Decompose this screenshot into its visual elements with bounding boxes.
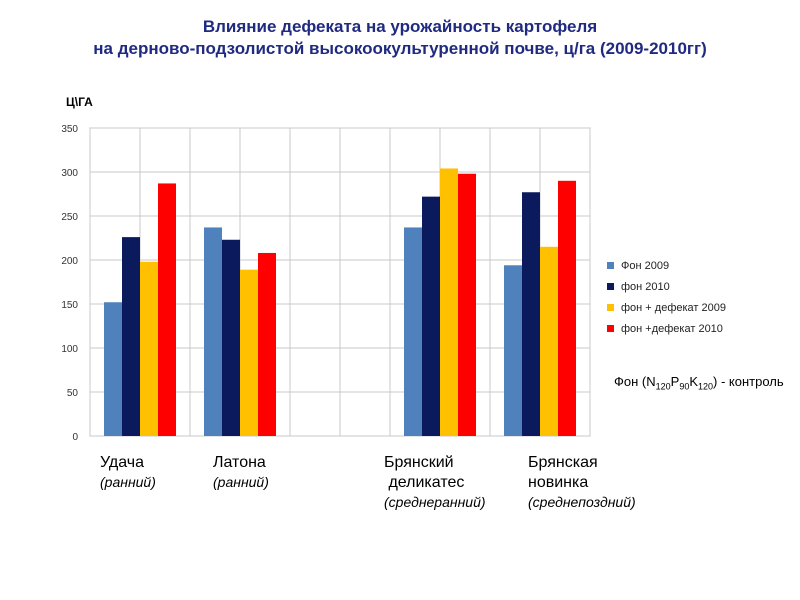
y-tick-label: 250 — [61, 212, 78, 223]
legend-label: Фон 2009 — [621, 260, 669, 272]
legend-swatch — [607, 262, 614, 269]
legend-swatch — [607, 304, 614, 311]
category-name: Латона — [213, 454, 266, 471]
bar-1-series-1 — [104, 302, 122, 436]
category-label-udacha: Удача (ранний) — [100, 453, 156, 491]
bar-1-series-2 — [122, 237, 140, 436]
bar-4-series-1 — [404, 227, 422, 436]
category-subtitle: (среднепоздний) — [528, 494, 636, 510]
note-n-sub: 120 — [655, 381, 671, 392]
y-tick-label: 200 — [61, 256, 78, 267]
control-note: Фон (N120P90K120) - контроль — [614, 374, 784, 392]
legend-label: фон 2010 — [621, 281, 670, 293]
category-name: Удача — [100, 454, 145, 471]
bar-2-series-2 — [222, 239, 240, 436]
chart-title-line2: на дерново-подзолистой высокоокультуренн… — [93, 39, 707, 58]
bar-5-series-2 — [522, 192, 540, 436]
note-k-sub: 120 — [698, 381, 714, 392]
note-p-label: P — [670, 374, 680, 389]
bar-4-series-4 — [458, 173, 476, 436]
note-suffix: ) - контроль — [713, 374, 784, 389]
note-p-sub: 90 — [679, 381, 690, 392]
bar-5-series-4 — [558, 180, 576, 436]
category-subtitle: (среднеранний) — [384, 494, 486, 510]
category-label-bryanskaya-novinka: Брянская новинка (среднепоздний) — [528, 453, 636, 511]
category-label-latona: Латона (ранний) — [213, 453, 269, 491]
bar-1-series-4 — [158, 183, 176, 436]
chart-title-line1: Влияние дефеката на урожайность картофел… — [202, 17, 598, 36]
y-tick-label: 0 — [72, 432, 78, 443]
y-tick-label: 350 — [61, 124, 78, 135]
category-subtitle: (ранний) — [100, 474, 156, 490]
y-tick-label: 300 — [61, 168, 78, 179]
bar-1-series-3 — [140, 261, 158, 436]
bar-4-series-3 — [440, 168, 458, 437]
legend-swatch — [607, 283, 614, 290]
legend-label: фон + дефекат 2009 — [621, 302, 726, 314]
category-name: Брянский деликатес — [384, 454, 465, 491]
bar-5-series-3 — [540, 246, 558, 436]
bar-5-series-1 — [504, 265, 522, 436]
bar-4-series-2 — [422, 196, 440, 436]
y-tick-label: 150 — [61, 300, 78, 311]
category-label-bryansky-delikates: Брянский деликатес (среднеранний) — [384, 453, 486, 511]
note-prefix: Фон (N — [614, 374, 656, 389]
category-subtitle: (ранний) — [213, 474, 269, 490]
bar-2-series-4 — [258, 252, 276, 436]
legend-label: фон +дефекат 2010 — [621, 323, 723, 335]
category-name: Брянская новинка — [528, 454, 598, 491]
y-tick-label: 100 — [61, 344, 78, 355]
chart-title: Влияние дефеката на урожайность картофел… — [0, 16, 800, 60]
y-axis-label: Ц\ГА — [66, 95, 93, 109]
y-tick-label: 50 — [67, 388, 79, 399]
note-k-label: K — [689, 374, 699, 389]
bar-2-series-3 — [240, 269, 258, 436]
legend-swatch — [607, 325, 614, 332]
bar-2-series-1 — [204, 227, 222, 436]
